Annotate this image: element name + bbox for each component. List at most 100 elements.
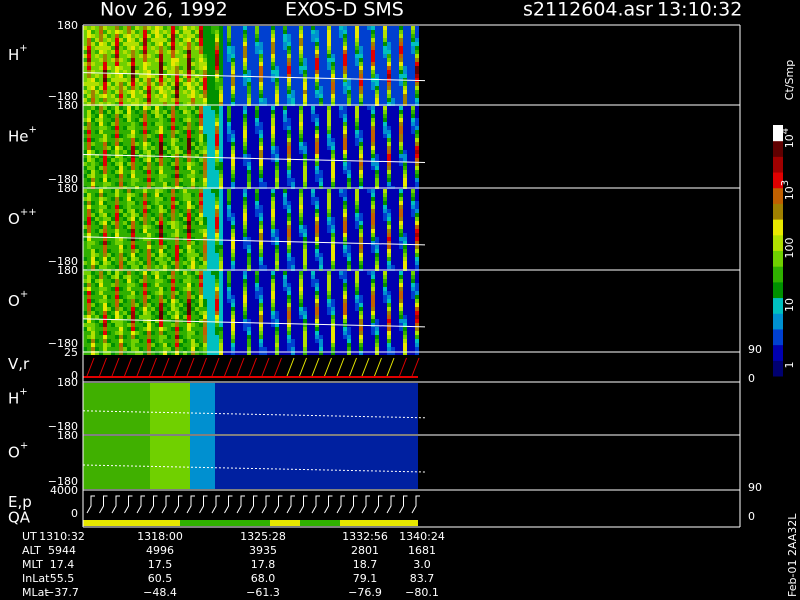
spectrogram-cell [103,158,107,162]
spectrogram-cell [291,193,295,197]
spectrogram-cell [291,225,295,229]
spectrogram-cell [239,193,243,197]
spectrogram-cell [375,245,379,249]
spectrogram-cell [347,201,351,205]
spectrogram-cell [99,38,103,42]
spectrogram-cell [255,170,259,174]
spectrogram-cell [279,265,283,269]
spectrogram-cell [175,189,179,193]
spectrogram-cell [411,146,415,150]
spectrogram-cell [267,249,271,253]
spectrogram-cell [187,98,191,102]
spectrogram-cell [311,58,315,62]
spectrogram-cell [147,98,151,102]
spectrogram-cell [323,221,327,225]
spectrogram-cell [319,189,323,193]
spectrogram-cell [371,102,375,106]
spectrogram-cell [311,114,315,118]
spectrogram-cell [211,98,215,102]
spectrogram-cell [367,102,371,106]
spectrogram-cell [235,26,239,30]
spectrogram-cell [111,158,115,162]
spectrogram-cell [299,189,303,193]
spectrogram-cell [131,130,135,134]
spectrogram-cell [371,114,375,118]
spectrogram-cell [407,146,411,150]
spectrogram-cell [351,70,355,74]
spectrogram-cell [239,98,243,102]
spectrogram-cell [151,34,155,38]
spectrogram-cell [247,209,251,213]
spectrogram-cell [95,241,99,245]
spectrogram-cell [227,150,231,154]
spectrogram-cell [183,197,187,201]
spectrogram-cell [211,201,215,205]
spectrogram-cell [259,221,263,225]
spectrogram-cell [219,138,223,142]
spectrogram-cell [327,130,331,134]
spectrogram-cell [279,150,283,154]
spectrogram-cell [355,193,359,197]
spectrogram-cell [159,110,163,114]
spectrogram-cell [351,94,355,98]
spectrogram-cell [95,225,99,229]
spectrogram-cell [355,94,359,98]
spectrogram-cell [191,249,195,253]
spectrogram-cell [263,78,267,82]
spectrogram-cell [295,82,299,86]
spectrogram-cell [163,146,167,150]
spectrogram-cell [199,241,203,245]
spectrogram-cell [375,26,379,30]
spectrogram-cell [215,205,219,209]
spectrogram-cell [91,50,95,54]
spectrogram-cell [379,182,383,186]
spectrogram-cell [371,209,375,213]
spectrogram-cell [267,213,271,217]
spectrogram-cell [375,58,379,62]
spectrogram-cell [203,201,207,205]
spectrogram-cell [259,174,263,178]
spectrogram-cell [283,245,287,249]
spectrogram-cell [275,98,279,102]
spectrogram-cell [415,82,419,86]
spectrogram-cell [355,34,359,38]
spectrogram-cell [83,229,87,233]
spectrogram-cell [199,54,203,58]
spectrogram-cell [395,62,399,66]
spectrogram-cell [351,102,355,106]
spectrogram-cell [211,193,215,197]
spectrogram-cell [359,205,363,209]
spectrogram-cell [263,178,267,182]
spectrogram-cell [219,205,223,209]
spectrogram-cell [127,146,131,150]
spectrogram-cell [367,229,371,233]
spectrogram-cell [343,162,347,166]
spectrogram-cell [339,221,343,225]
spectrogram-cell [123,94,127,98]
spectrogram-cell [179,74,183,78]
spectrogram-cell [323,170,327,174]
spectrogram-cell [231,50,235,54]
spectrogram-cell [371,118,375,122]
spectrogram-cell [111,201,115,205]
spectrogram-cell [247,66,251,70]
spectrogram-cell [199,182,203,186]
spectrogram-cell [331,217,335,221]
spectrogram-cell [83,90,87,94]
spectrogram-cell [231,249,235,253]
spectrogram-cell [191,209,195,213]
spectrogram-cell [135,106,139,110]
spectrogram-cell [363,62,367,66]
spectrogram-cell [291,138,295,142]
spectrogram-cell [203,70,207,74]
spectrogram-cell [347,98,351,102]
spectrogram-cell [83,201,87,205]
spectrogram-cell [139,233,143,237]
spectrogram-cell [311,205,315,209]
spectrogram-cell [259,213,263,217]
spectrogram-cell [83,54,87,58]
spectrogram-cell [135,189,139,193]
spectrogram-cell [103,241,107,245]
spectrogram-cell [371,213,375,217]
spectrogram-cell [395,94,399,98]
